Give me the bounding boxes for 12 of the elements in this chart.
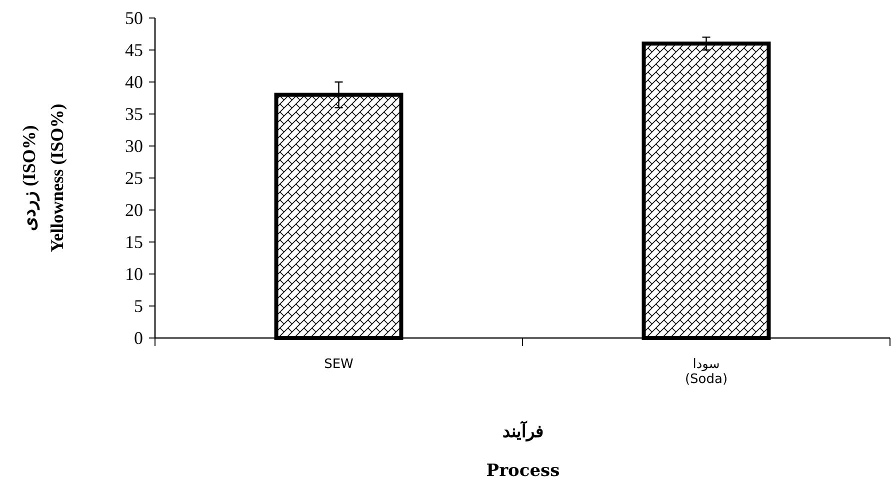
- y-tick-label: 25: [125, 168, 143, 188]
- y-tick-label: 40: [125, 72, 143, 92]
- y-tick-label: 50: [125, 8, 143, 28]
- y-tick-label: 45: [125, 40, 143, 60]
- y-tick-label: 10: [125, 264, 143, 284]
- y-tick-label: 35: [125, 104, 143, 124]
- y-tick-label: 0: [134, 328, 143, 348]
- y-tick-label: 30: [125, 136, 143, 156]
- x-tick-label: SEW: [324, 357, 354, 372]
- y-tick-label: 5: [134, 296, 143, 316]
- y-tick-label: 20: [125, 200, 143, 220]
- y-tick-label: 15: [125, 232, 143, 252]
